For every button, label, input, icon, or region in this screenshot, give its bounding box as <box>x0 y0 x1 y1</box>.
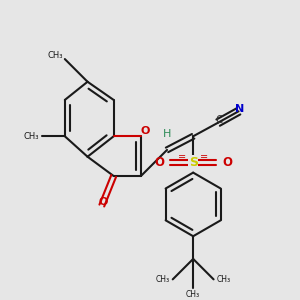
Text: CH₃: CH₃ <box>47 51 63 60</box>
Text: =: = <box>178 152 186 162</box>
Text: O: O <box>154 156 164 169</box>
Text: CH₃: CH₃ <box>217 275 231 284</box>
Text: CH₃: CH₃ <box>23 132 39 141</box>
Text: CH₃: CH₃ <box>186 290 200 299</box>
Text: H: H <box>163 128 171 139</box>
Text: O: O <box>141 126 150 136</box>
Text: C: C <box>216 116 223 125</box>
Text: S: S <box>189 156 198 169</box>
Text: O: O <box>222 156 232 169</box>
Text: O: O <box>98 197 108 207</box>
Text: N: N <box>235 104 244 114</box>
Text: CH₃: CH₃ <box>155 275 169 284</box>
Text: =: = <box>200 152 208 162</box>
